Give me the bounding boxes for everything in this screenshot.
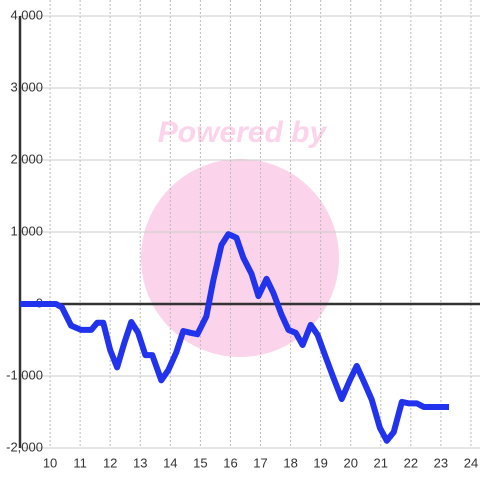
x-tick-label: 16 — [223, 455, 237, 470]
y-tick-label: -1,000 — [6, 367, 43, 382]
x-tick-label: 23 — [434, 455, 448, 470]
y-tick-label: 1,000 — [10, 223, 43, 238]
x-tick-label: 24 — [464, 455, 478, 470]
watermark-logo — [141, 159, 339, 357]
y-tick-label: 3,000 — [10, 79, 43, 94]
y-tick-label: 2,000 — [10, 151, 43, 166]
x-tick-label: 22 — [404, 455, 418, 470]
x-tick-label: 14 — [163, 455, 177, 470]
y-tick-label: -2,000 — [6, 439, 43, 454]
x-tick-label: 15 — [193, 455, 207, 470]
x-tick-label: 11 — [73, 455, 87, 470]
y-tick-label: 4,000 — [10, 7, 43, 22]
x-tick-label: 19 — [313, 455, 327, 470]
x-tick-label: 13 — [133, 455, 147, 470]
x-tick-label: 21 — [374, 455, 388, 470]
line — [20, 231, 450, 444]
x-tick-label: 10 — [43, 455, 57, 470]
watermark: Powered by — [158, 116, 328, 149]
x-tick-label: 18 — [283, 455, 297, 470]
x-tick-label: 12 — [103, 455, 117, 470]
x-tick-label: 17 — [253, 455, 267, 470]
x-tick-label: 20 — [343, 455, 357, 470]
